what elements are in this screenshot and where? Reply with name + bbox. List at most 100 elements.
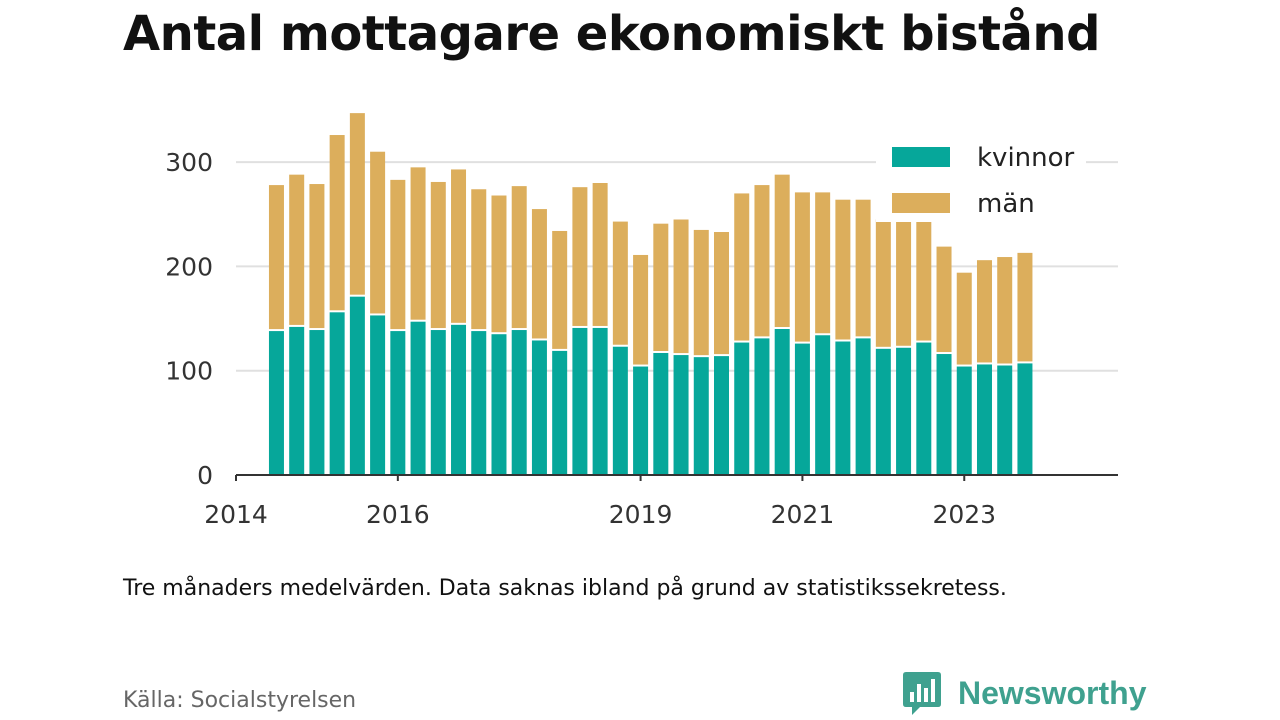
- bar-kvinnor: [349, 296, 365, 475]
- stacked-bar-chart: 0 100 200 300 2014 2016 2019 2021 2023 kvinnor m…: [165, 113, 1118, 529]
- bar-man: [693, 229, 709, 356]
- bar-kvinnor: [896, 347, 912, 475]
- bar-kvinnor: [855, 338, 871, 475]
- legend-swatch: [892, 193, 950, 213]
- bar-kvinnor: [471, 331, 487, 475]
- chart-title: Antal mottagare ekonomiskt bistånd: [123, 6, 1100, 62]
- x-tick-label: 2023: [932, 500, 996, 529]
- x-tick-labels: 2014 2016 2019 2021 2023: [204, 475, 996, 529]
- bar-kvinnor: [1017, 363, 1033, 475]
- bar-man: [754, 185, 770, 337]
- legend-label: kvinnor: [977, 143, 1075, 173]
- bar-kvinnor: [673, 355, 689, 475]
- bar-man: [673, 219, 689, 354]
- bar-kvinnor: [734, 342, 750, 475]
- legend-label: män: [977, 189, 1035, 219]
- bar-kvinnor: [552, 350, 568, 475]
- bar-kvinnor: [714, 356, 730, 475]
- bar-man: [349, 113, 365, 295]
- bar-kvinnor: [309, 330, 325, 475]
- bar-man: [1017, 252, 1033, 362]
- bar-man: [997, 257, 1013, 364]
- bar-man: [511, 186, 527, 329]
- bar-kvinnor: [370, 315, 386, 475]
- bar-man: [815, 192, 831, 334]
- bar-man: [714, 232, 730, 355]
- bar-kvinnor: [451, 324, 467, 475]
- bar-man: [329, 135, 345, 311]
- bar-man: [855, 199, 871, 337]
- bar-man: [410, 167, 426, 320]
- bar-kvinnor: [289, 326, 305, 475]
- bar-kvinnor: [774, 329, 790, 475]
- y-tick-labels: 0 100 200 300: [165, 148, 213, 490]
- bar-man: [976, 260, 992, 363]
- bar-man: [268, 185, 284, 330]
- y-tick-label: 300: [165, 148, 213, 177]
- bar-kvinnor: [430, 330, 446, 475]
- bar-man: [734, 193, 750, 341]
- bar-man: [430, 181, 446, 329]
- bar-man: [633, 254, 649, 365]
- bar-kvinnor: [693, 357, 709, 475]
- bar-kvinnor: [653, 352, 669, 475]
- brand-logo[interactable]: Newsworthy: [902, 670, 1146, 716]
- bar-kvinnor: [633, 366, 649, 475]
- y-tick-label: 100: [165, 357, 213, 386]
- y-tick-label: 200: [165, 252, 213, 281]
- bar-man: [875, 219, 891, 347]
- bar-kvinnor: [936, 354, 952, 475]
- bar-man: [531, 209, 547, 339]
- y-tick-label: 0: [197, 461, 213, 490]
- chart-note: Tre månaders medelvärden. Data saknas ib…: [123, 576, 1007, 601]
- bar-man: [471, 189, 487, 330]
- x-tick-label: 2014: [204, 500, 268, 529]
- bar-kvinnor: [268, 331, 284, 475]
- bar-kvinnor: [976, 364, 992, 475]
- bar-man: [896, 215, 912, 346]
- bars: [268, 113, 1033, 475]
- bar-man: [289, 174, 305, 325]
- bar-kvinnor: [612, 346, 628, 475]
- bar-man: [936, 246, 952, 353]
- bar-kvinnor: [531, 340, 547, 475]
- bar-kvinnor: [491, 334, 507, 475]
- bar-kvinnor: [997, 365, 1013, 475]
- bar-kvinnor: [956, 366, 972, 475]
- legend: kvinnor män: [876, 132, 1086, 222]
- bar-man: [451, 169, 467, 323]
- legend-swatch: [892, 147, 950, 167]
- bar-kvinnor: [916, 342, 932, 475]
- bar-kvinnor: [835, 341, 851, 475]
- bar-man: [592, 183, 608, 326]
- x-tick-label: 2019: [609, 500, 673, 529]
- bar-kvinnor: [572, 327, 588, 475]
- bar-kvinnor: [815, 335, 831, 475]
- bar-kvinnor: [754, 338, 770, 475]
- bar-kvinnor: [794, 343, 810, 475]
- bar-man: [653, 223, 669, 351]
- bar-kvinnor: [329, 312, 345, 475]
- bar-kvinnor: [511, 330, 527, 475]
- bar-man: [552, 230, 568, 349]
- bar-kvinnor: [875, 348, 891, 475]
- bar-man: [794, 192, 810, 342]
- bar-man: [956, 272, 972, 365]
- bar-man: [835, 199, 851, 340]
- bar-man: [370, 151, 386, 314]
- bar-man: [612, 221, 628, 345]
- newsworthy-logo-icon: [903, 672, 941, 715]
- bar-kvinnor: [390, 331, 406, 475]
- bar-man: [390, 179, 406, 330]
- bar-man: [491, 195, 507, 333]
- bar-man: [309, 184, 325, 329]
- bar-man: [572, 187, 588, 326]
- bar-man: [774, 174, 790, 327]
- brand-name: Newsworthy: [958, 674, 1147, 711]
- bar-man: [916, 216, 932, 341]
- source-label: Källa: Socialstyrelsen: [123, 688, 357, 713]
- bar-kvinnor: [592, 327, 608, 475]
- x-tick-label: 2016: [366, 500, 430, 529]
- x-tick-label: 2021: [771, 500, 835, 529]
- bar-kvinnor: [410, 321, 426, 475]
